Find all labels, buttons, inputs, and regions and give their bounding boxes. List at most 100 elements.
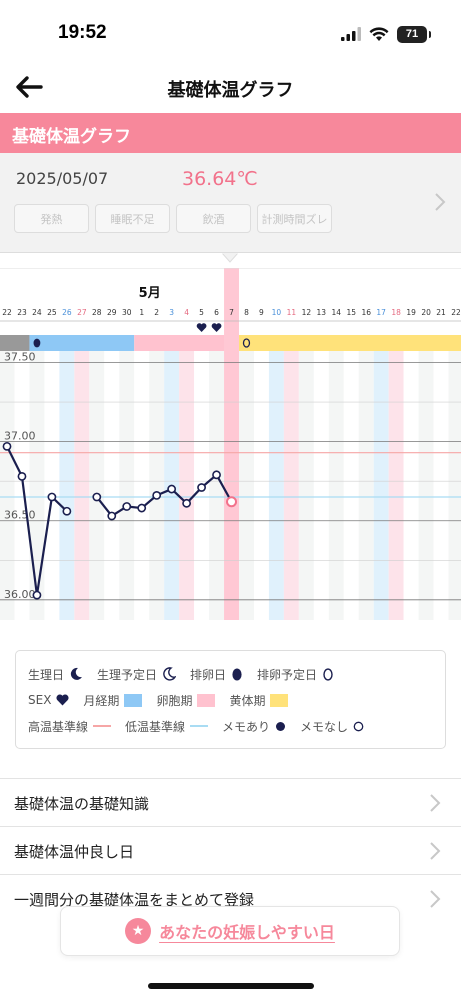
legend-sex: SEX — [28, 693, 69, 707]
y-tick-label: 36.00 — [4, 588, 36, 601]
tag-lack-of-sleep[interactable]: 睡眠不足 — [95, 204, 170, 233]
y-tick-label: 36.50 — [4, 509, 36, 522]
legend-luteal-phase: 黄体期 — [229, 692, 289, 709]
temperature-point — [137, 503, 147, 513]
day-label: 1 — [139, 308, 144, 317]
day-label: 8 — [244, 308, 249, 317]
legend-row-2: SEX 月経期 卵胞期 黄体期 — [28, 687, 433, 713]
wifi-icon — [369, 26, 389, 41]
selected-day-column — [224, 268, 239, 620]
legend-period: 生理日 — [28, 666, 83, 683]
heart-marker — [196, 323, 207, 332]
section-header: 基礎体温グラフ — [0, 113, 461, 153]
chevron-right-icon[interactable] — [433, 191, 447, 213]
day-column — [433, 350, 449, 620]
day-column — [209, 350, 225, 620]
menu-item-good-days[interactable]: 基礎体温仲良し日 — [0, 826, 461, 874]
day-label: 18 — [391, 308, 401, 317]
day-label: 22 — [2, 308, 12, 317]
legend-memo: メモあり — [222, 718, 286, 735]
day-label: 29 — [107, 308, 117, 317]
temperature-point — [152, 490, 162, 500]
fertile-days-button[interactable]: ★ あなたの妊娠しやすい日 — [60, 906, 400, 956]
day-column — [418, 350, 434, 620]
yellow-swatch — [270, 693, 289, 707]
day-label: 12 — [302, 308, 312, 317]
temperature-point — [212, 470, 221, 480]
day-column — [149, 350, 165, 620]
day-column — [403, 350, 419, 620]
info-menu: 基礎体温の基礎知識 基礎体温仲良し日 一週間分の基礎体温をまとめて登録 — [0, 778, 461, 922]
day-column — [238, 350, 254, 620]
heart-icon — [56, 694, 69, 706]
day-label: 24 — [32, 308, 42, 317]
moon-filled-icon — [70, 667, 83, 680]
legend-row-1: 生理日 生理予定日 排卵日 排卵予定日 — [28, 661, 433, 687]
legend-row-3: 高温基準線 低温基準線 メモあり メモなし — [28, 713, 433, 739]
temperature-point — [17, 472, 27, 481]
phase-luteal — [238, 335, 461, 351]
ovulation-marker — [33, 338, 41, 348]
legend-period-expected: 生理予定日 — [97, 666, 177, 683]
blue-line — [190, 725, 209, 727]
day-column — [29, 350, 45, 620]
day-column — [74, 350, 90, 620]
day-column — [388, 350, 404, 620]
day-label: 26 — [62, 308, 72, 317]
home-indicator — [148, 983, 314, 989]
temperature-point — [47, 492, 57, 502]
day-label: 23 — [17, 308, 27, 317]
selected-phase-cell — [224, 335, 239, 351]
selection-pointer — [222, 253, 238, 263]
day-label: 5 — [199, 308, 204, 317]
day-label: 16 — [361, 308, 371, 317]
tag-drinking[interactable]: 飲酒 — [176, 204, 251, 233]
day-label: 4 — [184, 308, 189, 317]
temperature-point — [167, 484, 177, 494]
day-label: 3 — [169, 308, 174, 317]
temperature-point — [197, 483, 206, 492]
day-label: 30 — [122, 308, 132, 317]
day-label: 14 — [332, 308, 342, 317]
day-column — [313, 350, 329, 620]
day-column — [283, 350, 299, 620]
heart-marker — [211, 323, 222, 332]
legend-follicular-phase: 卵胞期 — [156, 692, 216, 709]
moon-outline-icon — [163, 667, 177, 681]
phase-menstrual — [29, 335, 135, 351]
page-title: 基礎体温グラフ — [167, 80, 294, 101]
selected-temperature-point — [226, 496, 238, 508]
tag-fever[interactable]: 発熱 — [14, 204, 89, 233]
status-bar: 19:52 71 — [0, 0, 461, 62]
menu-item-label: 基礎体温仲良し日 — [14, 843, 135, 861]
selected-date: 2025/05/07 — [16, 169, 109, 188]
menu-item-label: 一週間分の基礎体温をまとめて登録 — [14, 891, 255, 909]
battery-icon: 71 — [397, 25, 431, 43]
chevron-right-icon — [430, 890, 441, 908]
legend-no-memo: メモなし — [300, 718, 364, 735]
back-button[interactable] — [14, 72, 50, 104]
day-column — [448, 350, 461, 620]
chevron-right-icon — [430, 842, 441, 860]
menu-item-basics[interactable]: 基礎体温の基礎知識 — [0, 778, 461, 826]
menu-item-bulk-register[interactable]: 一週間分の基礎体温をまとめて登録 — [0, 874, 461, 922]
day-label: 21 — [436, 308, 446, 317]
day-label: 17 — [376, 308, 386, 317]
condition-tags: 発熱 睡眠不足 飲酒 計測時間ズレ — [14, 204, 332, 233]
day-column — [343, 350, 359, 620]
day-label: 22 — [451, 308, 461, 317]
tag-measurement-time-shift[interactable]: 計測時間ズレ — [257, 204, 332, 233]
day-column — [253, 350, 269, 620]
selected-day-panel[interactable]: 2025/05/07 36.64℃ 発熱 睡眠不足 飲酒 計測時間ズレ — [0, 153, 461, 253]
day-column — [298, 350, 314, 620]
pink-line — [93, 725, 112, 727]
legend-menstrual-phase: 月経期 — [83, 692, 143, 709]
chart-legend: 生理日 生理予定日 排卵日 排卵予定日 SEX 月経期 卵胞期 黄 — [15, 650, 446, 749]
day-label: 19 — [406, 308, 416, 317]
phase-unknown — [0, 335, 30, 351]
chevron-right-icon — [430, 794, 441, 812]
day-label: 9 — [259, 308, 264, 317]
day-label: 28 — [92, 308, 102, 317]
status-time: 19:52 — [58, 22, 107, 43]
